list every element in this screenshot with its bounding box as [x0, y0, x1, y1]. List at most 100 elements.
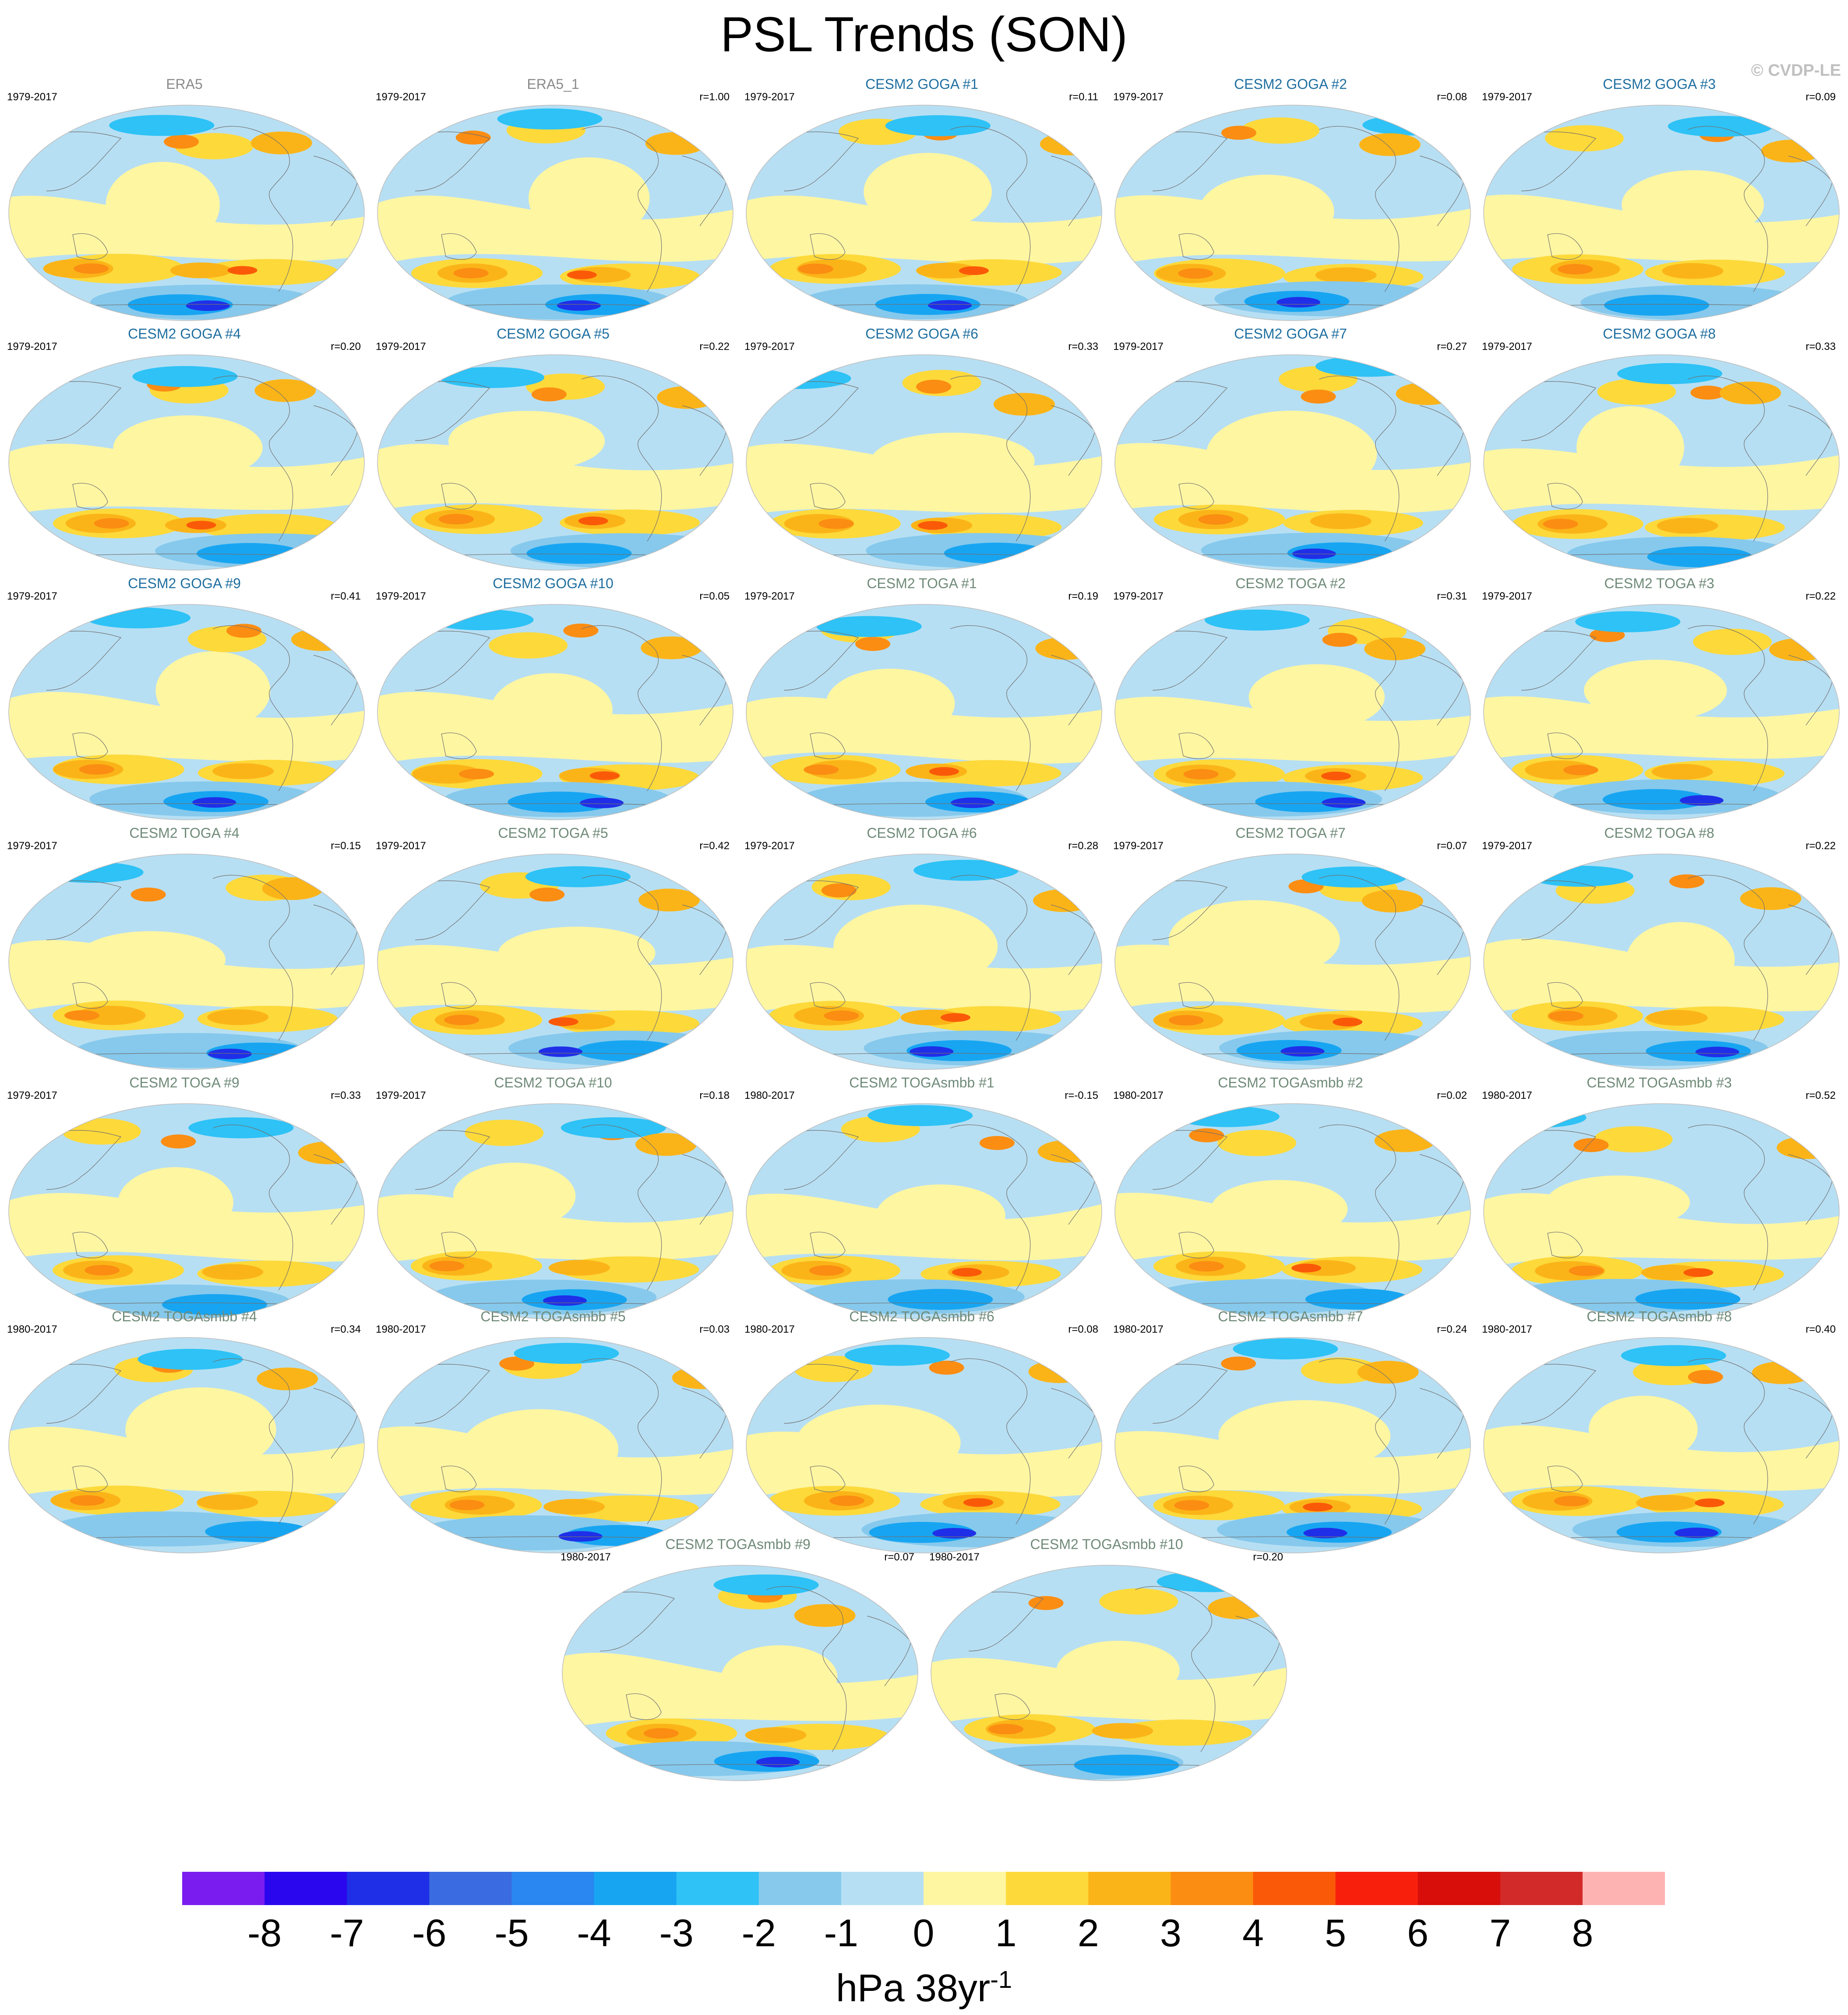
- map-panel-cesm2-toga-2: CESM2 TOGA #2 1979-2017 r=0.31: [1106, 575, 1475, 820]
- panel-title: CESM2 TOGA #4: [129, 825, 240, 841]
- map-panel-cesm2-toga-6: CESM2 TOGA #6 1979-2017 r=0.28: [737, 824, 1106, 1070]
- panel-title: CESM2 GOGA #4: [128, 326, 241, 342]
- panel-period: 1979-2017: [744, 840, 795, 852]
- colorbar-tick-label: -4: [577, 1911, 611, 1955]
- trend-map: [8, 354, 365, 571]
- map-panel-cesm2-togasmbb-7: CESM2 TOGAsmbb #7 1980-2017 r=0.24: [1106, 1308, 1475, 1553]
- colorbar-swatch: [182, 1872, 265, 1905]
- map-panel-cesm2-togasmbb-6: CESM2 TOGAsmbb #6 1980-2017 r=0.08: [737, 1308, 1106, 1553]
- panel-correlation: r=1.00: [699, 91, 730, 103]
- trend-map: [746, 854, 1102, 1070]
- panel-title: CESM2 TOGA #2: [1235, 575, 1346, 591]
- panel-period: 1979-2017: [1482, 341, 1532, 353]
- panel-title: CESM2 TOGAsmbb #9: [665, 1536, 811, 1552]
- panel-correlation: r=0.31: [1437, 590, 1467, 602]
- colorbar-tick-label: 5: [1325, 1911, 1347, 1955]
- panel-period: 1979-2017: [1113, 91, 1164, 103]
- panel-period: 1979-2017: [376, 1090, 426, 1101]
- panel-correlation: r=0.19: [1068, 590, 1098, 602]
- panel-period: 1979-2017: [1113, 590, 1164, 602]
- colorbar-swatch: [1582, 1872, 1665, 1905]
- panel-title: CESM2 GOGA #3: [1603, 76, 1716, 92]
- map-panel-cesm2-goga-3: CESM2 GOGA #3 1979-2017 r=0.09: [1475, 75, 1844, 321]
- panel-title: CESM2 TOGAsmbb #8: [1587, 1309, 1732, 1324]
- panel-title: CESM2 GOGA #6: [865, 326, 978, 342]
- map-panel-cesm2-goga-8: CESM2 GOGA #8 1979-2017 r=0.33: [1475, 325, 1844, 571]
- trend-map: [377, 604, 734, 820]
- panel-correlation: r=0.42: [699, 840, 730, 852]
- panel-title: CESM2 TOGA #1: [867, 575, 977, 591]
- colorbar-tick-label: -6: [412, 1911, 447, 1955]
- panel-correlation: r=0.33: [1806, 341, 1836, 353]
- copyright-label: © CVDP-LE: [1751, 61, 1841, 80]
- map-panel-cesm2-togasmbb-2: CESM2 TOGAsmbb #2 1980-2017 r=0.02: [1106, 1074, 1475, 1320]
- colorbar-swatch: [594, 1872, 677, 1905]
- panel-correlation: r=0.41: [331, 590, 361, 602]
- panel-title: CESM2 GOGA #10: [493, 575, 614, 591]
- colorbar-swatch: [676, 1872, 759, 1905]
- panel-correlation: r=0.09: [1806, 91, 1836, 103]
- panel-period: 1979-2017: [7, 1090, 57, 1101]
- panel-period: 1979-2017: [376, 840, 426, 852]
- panel-period: 1979-2017: [376, 341, 426, 353]
- trend-map: [8, 1103, 365, 1320]
- panel-correlation: r=0.08: [1437, 91, 1467, 103]
- trend-map: [746, 105, 1102, 321]
- map-panel-cesm2-toga-3: CESM2 TOGA #3 1979-2017 r=0.22: [1475, 575, 1844, 820]
- panel-correlation: r=0.24: [1437, 1323, 1467, 1335]
- map-panel-cesm2-toga-1: CESM2 TOGA #1 1979-2017 r=0.19: [737, 575, 1106, 820]
- map-panel-cesm2-toga-7: CESM2 TOGA #7 1979-2017 r=0.07: [1106, 824, 1475, 1070]
- panel-period: 1980-2017: [1113, 1090, 1164, 1101]
- panel-title: CESM2 TOGAsmbb #4: [112, 1309, 257, 1324]
- panel-period: 1980-2017: [7, 1323, 57, 1335]
- colorbar-tick-label: 0: [913, 1911, 935, 1955]
- map-panel-cesm2-toga-9: CESM2 TOGA #9 1979-2017 r=0.33: [0, 1074, 369, 1320]
- panel-title: CESM2 GOGA #1: [865, 76, 978, 92]
- map-panel-cesm2-goga-5: CESM2 GOGA #5 1979-2017 r=0.22: [369, 325, 737, 571]
- colorbar-tick-label: 8: [1572, 1911, 1594, 1955]
- panel-title: CESM2 TOGAsmbb #7: [1218, 1309, 1363, 1324]
- panel-title: ERA5_1: [527, 76, 579, 92]
- colorbar-tick-label: 1: [995, 1911, 1017, 1955]
- colorbar-tick-label: -8: [247, 1911, 282, 1955]
- trend-map: [1483, 105, 1840, 321]
- trend-map: [377, 854, 734, 1070]
- colorbar-swatch: [1418, 1872, 1501, 1905]
- panel-period: 1979-2017: [376, 91, 426, 103]
- panel-title: CESM2 TOGAsmbb #2: [1218, 1075, 1363, 1090]
- trend-map: [746, 1337, 1102, 1553]
- panel-correlation: r=0.27: [1437, 341, 1467, 353]
- panel-correlation: r=0.28: [1068, 840, 1098, 852]
- panel-title: CESM2 TOGA #3: [1604, 575, 1714, 591]
- panel-title: CESM2 TOGAsmbb #1: [849, 1075, 995, 1090]
- panel-period: 1979-2017: [7, 840, 57, 852]
- panel-period: 1979-2017: [376, 590, 426, 602]
- map-panel-cesm2-togasmbb-4: CESM2 TOGAsmbb #4 1980-2017 r=0.34: [0, 1308, 369, 1553]
- trend-map: [746, 604, 1102, 820]
- colorbar-swatch: [347, 1872, 430, 1905]
- panel-correlation: r=0.22: [1806, 590, 1836, 602]
- panel-correlation: r=0.07: [1437, 840, 1467, 852]
- panel-correlation: r=0.15: [331, 840, 361, 852]
- units-main: hPa 38yr: [836, 1966, 991, 2010]
- map-panel-cesm2-toga-5: CESM2 TOGA #5 1979-2017 r=0.42: [369, 824, 737, 1070]
- panel-period: 1980-2017: [376, 1323, 426, 1335]
- map-panel-cesm2-togasmbb-5: CESM2 TOGAsmbb #5 1980-2017 r=0.03: [369, 1308, 737, 1553]
- trend-map: [8, 1337, 365, 1553]
- panel-title: CESM2 TOGA #7: [1235, 825, 1346, 841]
- map-panel-cesm2-toga-4: CESM2 TOGA #4 1979-2017 r=0.15: [0, 824, 369, 1070]
- map-panel-era5: ERA5 1979-2017: [0, 75, 369, 321]
- trend-map: [1114, 354, 1471, 571]
- trend-map: [1483, 854, 1840, 1070]
- panel-title: ERA5: [166, 76, 203, 92]
- panel-period: 1979-2017: [1113, 341, 1164, 353]
- colorbar-tick-label: 3: [1160, 1911, 1181, 1955]
- panel-period: 1979-2017: [1113, 840, 1164, 852]
- map-panels-grid: ERA5 1979-2017 ERA5_1 1979-2017 r=1.00 CESM2 …: [0, 75, 1844, 1781]
- trend-map: [1483, 354, 1840, 571]
- panel-title: CESM2 GOGA #9: [128, 575, 241, 591]
- panel-correlation: r=0.11: [1069, 91, 1098, 103]
- trend-map: [8, 854, 365, 1070]
- map-panel-cesm2-goga-1: CESM2 GOGA #1 1979-2017 r=0.11: [737, 75, 1106, 321]
- map-panel-cesm2-togasmbb-10: CESM2 TOGAsmbb #10 1980-2017 r=0.20: [922, 1535, 1291, 1781]
